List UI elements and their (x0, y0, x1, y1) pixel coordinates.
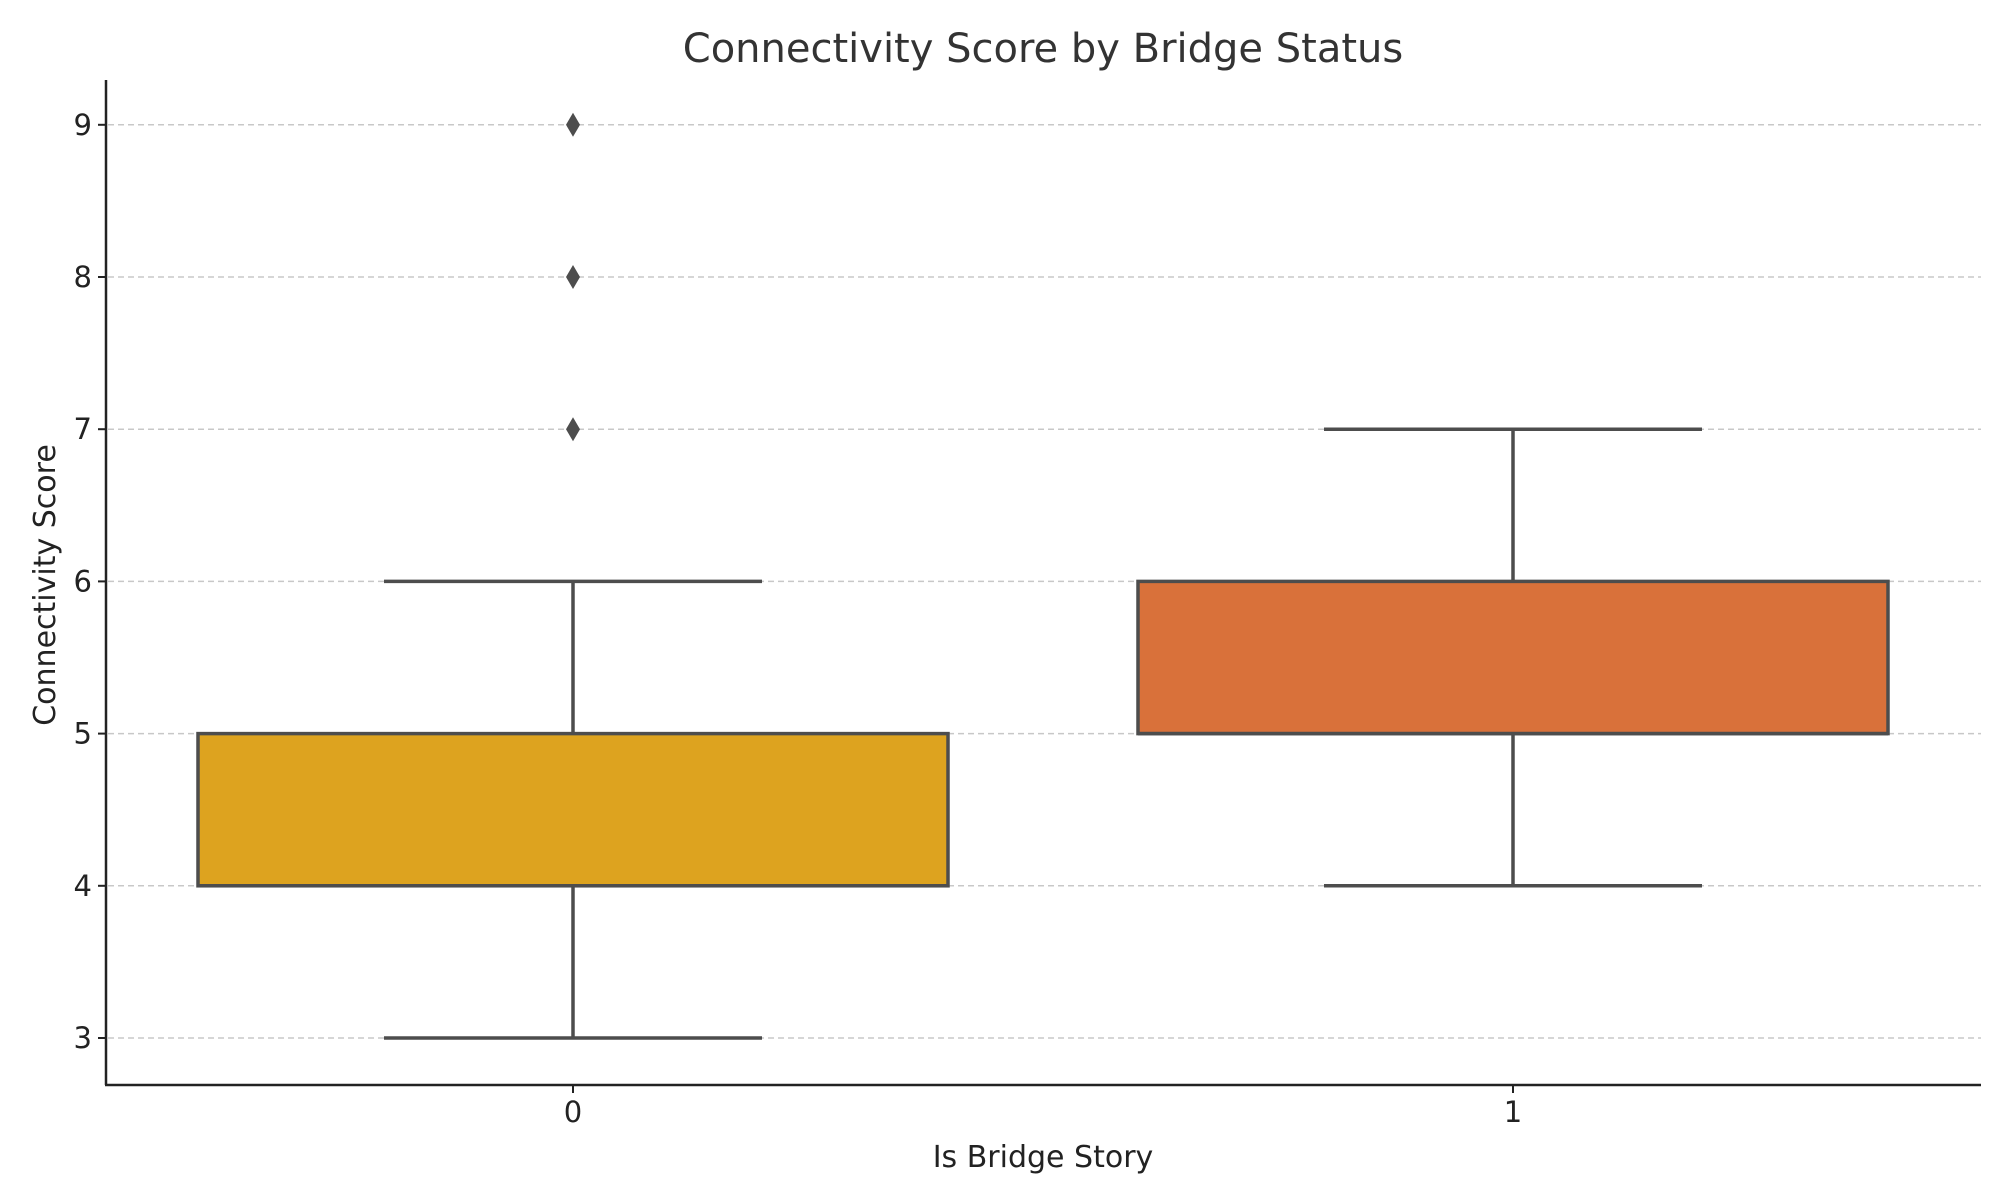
y-tick-label: 4 (74, 869, 92, 903)
x-tick-label: 0 (564, 1095, 582, 1129)
y-tick-label: 8 (74, 260, 92, 294)
box-series (196, 112, 1890, 1040)
box-iqr (196, 731, 950, 888)
y-tick-label: 9 (74, 108, 92, 142)
y-axis-label: Connectivity Score (28, 444, 63, 726)
box-group-0 (196, 112, 950, 1040)
y-tick-label: 5 (74, 717, 92, 751)
y-tick-labels: 3 4 5 6 7 8 9 (74, 108, 106, 1055)
x-tick-label: 1 (1504, 1095, 1522, 1129)
box-group-1 (1136, 427, 1890, 888)
outlier-diamond-icon (566, 265, 580, 289)
box-iqr (1136, 579, 1890, 736)
y-tick-label: 3 (74, 1021, 92, 1055)
outlier-diamond-icon (566, 112, 580, 137)
y-tick-label: 7 (74, 412, 92, 446)
y-tick-label: 6 (74, 564, 92, 598)
outlier-diamond-icon (566, 417, 580, 442)
x-axis-label: Is Bridge Story (933, 1140, 1154, 1175)
chart-title: Connectivity Score by Bridge Status (683, 26, 1403, 72)
